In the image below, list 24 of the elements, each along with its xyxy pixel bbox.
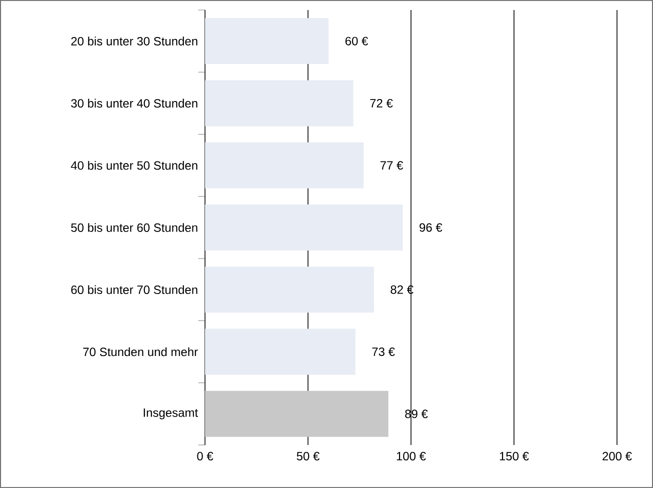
x-tick-label: 0 € (197, 452, 214, 460)
bar (205, 18, 329, 64)
y-tick-label: 60 bis unter 70 Stunden (71, 285, 198, 294)
data-label: 73 € (372, 348, 395, 356)
y-tick-label: 70 Stunden und mehr (83, 347, 198, 356)
data-label: 60 € (345, 36, 368, 46)
y-tick-label: Insgesamt (144, 408, 198, 420)
bar (205, 142, 364, 188)
y-tick-label: 30 bis unter 40 Stunden (71, 98, 198, 108)
bar (205, 390, 388, 437)
bar (205, 266, 374, 313)
x-tick-label: 150 € (500, 452, 529, 460)
data-label: 77 € (380, 161, 404, 170)
data-label: 96 € (420, 223, 442, 232)
bar (205, 204, 403, 250)
y-tick-label: 50 bis unter 60 Stunden (71, 223, 198, 232)
y-tick-label: 40 bis unter 50 Stunden (70, 160, 198, 170)
bar (205, 80, 354, 126)
x-tick-label: 50 € (296, 452, 320, 460)
x-tick-label: 100 € (396, 452, 426, 460)
x-tick-label: 200 € (602, 452, 632, 460)
data-label: 72 € (370, 98, 393, 108)
bar (205, 328, 356, 375)
y-tick-label: 20 bis unter 30 Stunden (71, 36, 198, 46)
